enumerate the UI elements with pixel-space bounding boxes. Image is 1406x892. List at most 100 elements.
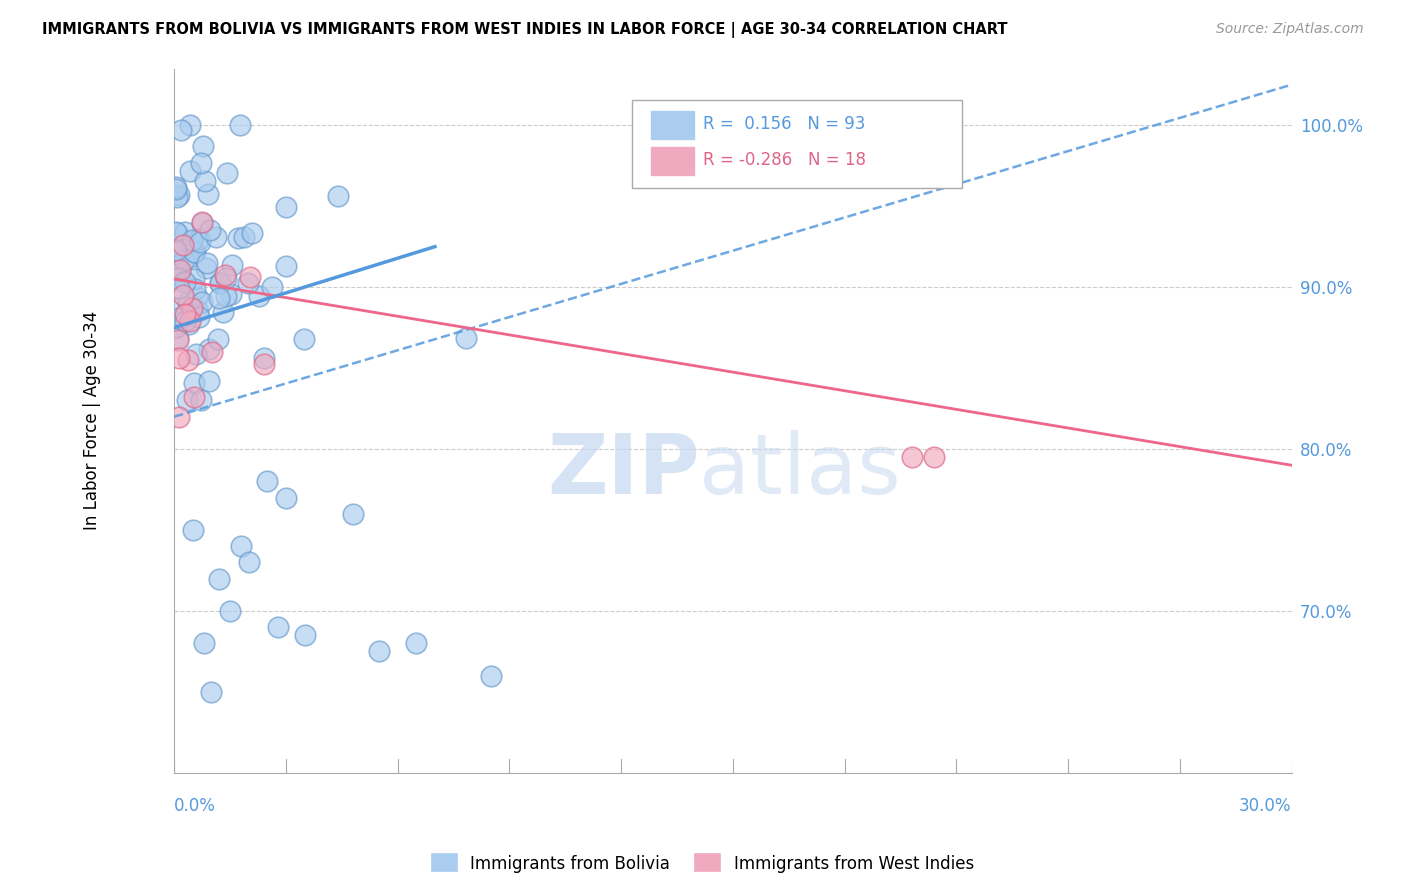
Point xyxy=(221,258,243,272)
Point xyxy=(328,189,350,203)
Text: atlas: atlas xyxy=(699,430,901,510)
Point xyxy=(267,620,290,634)
Point xyxy=(253,357,276,371)
Point xyxy=(165,259,187,273)
Point xyxy=(231,539,253,553)
Point xyxy=(226,231,249,245)
Point xyxy=(186,303,208,318)
Point xyxy=(208,572,231,586)
Point xyxy=(197,343,219,357)
Point xyxy=(456,331,478,345)
Point xyxy=(165,243,187,257)
Point xyxy=(172,311,194,326)
Point xyxy=(260,280,283,294)
Point xyxy=(179,163,201,178)
Point xyxy=(169,351,191,365)
Point xyxy=(176,393,198,408)
Point xyxy=(368,644,391,658)
Text: IMMIGRANTS FROM BOLIVIA VS IMMIGRANTS FROM WEST INDIES IN LABOR FORCE | AGE 30-3: IMMIGRANTS FROM BOLIVIA VS IMMIGRANTS FR… xyxy=(42,22,1008,38)
Point xyxy=(922,450,945,464)
Point xyxy=(200,685,222,699)
Point xyxy=(190,393,212,408)
Bar xyxy=(651,111,693,139)
Point xyxy=(187,232,209,246)
Point xyxy=(181,523,204,537)
Point xyxy=(240,227,263,241)
Text: R = -0.286   N = 18: R = -0.286 N = 18 xyxy=(703,151,866,169)
Point xyxy=(167,271,190,285)
Bar xyxy=(651,146,693,175)
Text: In Labor Force | Age 30-34: In Labor Force | Age 30-34 xyxy=(83,311,101,531)
Point xyxy=(167,333,190,347)
Point xyxy=(191,216,214,230)
Legend: Immigrants from Bolivia, Immigrants from West Indies: Immigrants from Bolivia, Immigrants from… xyxy=(426,847,980,880)
Point xyxy=(173,276,195,290)
Point xyxy=(274,200,297,214)
Point xyxy=(167,280,190,294)
Point xyxy=(208,291,231,305)
Point xyxy=(166,331,188,345)
Point xyxy=(195,255,218,269)
Point xyxy=(174,307,197,321)
Point xyxy=(190,235,212,250)
Point xyxy=(184,282,207,296)
Point xyxy=(405,636,427,650)
Point xyxy=(229,118,252,132)
Point xyxy=(207,332,229,346)
Point xyxy=(181,233,204,247)
Point xyxy=(183,390,205,404)
Point xyxy=(169,262,191,277)
Point xyxy=(274,491,297,505)
Point xyxy=(190,156,212,170)
Point xyxy=(217,166,239,180)
Point xyxy=(204,230,226,244)
Point xyxy=(253,351,276,365)
Point xyxy=(274,259,297,273)
Point xyxy=(177,294,200,309)
Point xyxy=(174,276,197,290)
Text: 30.0%: 30.0% xyxy=(1239,797,1292,815)
Point xyxy=(173,225,195,239)
Point xyxy=(294,628,316,642)
Point xyxy=(167,310,190,325)
Point xyxy=(179,314,201,328)
Text: R =  0.156   N = 93: R = 0.156 N = 93 xyxy=(703,115,865,133)
Point xyxy=(188,310,211,324)
Point xyxy=(183,376,205,391)
Point xyxy=(165,181,187,195)
Point xyxy=(172,242,194,256)
Point xyxy=(342,507,364,521)
Point xyxy=(190,215,212,229)
Point xyxy=(219,604,242,618)
Point xyxy=(172,237,194,252)
Text: 0.0%: 0.0% xyxy=(174,797,217,815)
Point xyxy=(195,260,218,275)
Point xyxy=(197,187,219,202)
Point xyxy=(233,230,256,244)
Point xyxy=(172,288,194,302)
Point xyxy=(169,188,191,202)
Point xyxy=(193,636,215,650)
Point xyxy=(183,272,205,286)
Point xyxy=(165,225,187,239)
Point xyxy=(236,276,259,290)
Point xyxy=(169,266,191,280)
Point xyxy=(170,301,193,315)
Point xyxy=(190,294,212,309)
Point xyxy=(181,301,204,315)
Point xyxy=(247,289,270,303)
Point xyxy=(197,374,219,388)
Point xyxy=(177,352,200,367)
Point xyxy=(201,345,224,359)
Point xyxy=(194,174,217,188)
Point xyxy=(169,123,191,137)
Point xyxy=(256,475,278,489)
Point xyxy=(198,223,221,237)
Point xyxy=(219,286,242,301)
Point xyxy=(179,118,201,132)
Text: ZIP: ZIP xyxy=(547,430,699,510)
Point xyxy=(215,270,238,285)
Point xyxy=(208,276,231,290)
Point xyxy=(292,332,315,346)
Point xyxy=(177,252,200,266)
